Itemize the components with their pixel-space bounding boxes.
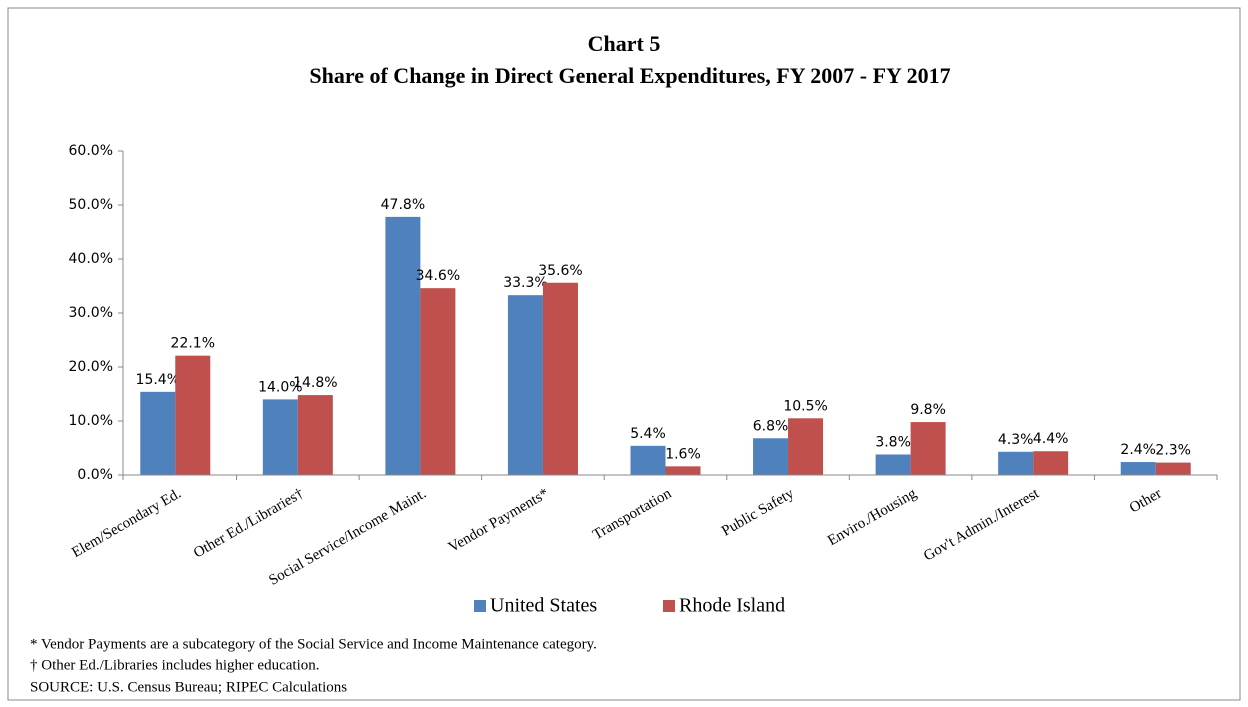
bar xyxy=(875,454,911,475)
chart-border xyxy=(7,7,1241,701)
bar xyxy=(910,422,946,475)
bar xyxy=(1120,462,1156,475)
data-label: 34.6% xyxy=(416,268,460,284)
chart-subtitle: Share of Change in Direct General Expend… xyxy=(309,63,950,88)
data-label: 14.8% xyxy=(293,375,337,391)
data-label: 10.5% xyxy=(783,398,827,414)
bar xyxy=(542,282,578,475)
bar xyxy=(1033,451,1069,475)
bar xyxy=(297,395,333,475)
y-tick-label: 40.0% xyxy=(69,251,113,267)
data-label: 6.8% xyxy=(753,418,789,434)
bar xyxy=(140,391,176,475)
bar xyxy=(262,399,298,475)
bar xyxy=(788,418,824,475)
legend-label: United States xyxy=(490,595,597,617)
legend-swatch xyxy=(474,600,486,612)
bar xyxy=(507,295,543,475)
bar xyxy=(1155,462,1191,475)
y-tick-label: 50.0% xyxy=(69,197,113,213)
data-label: 9.8% xyxy=(910,402,946,418)
data-label: 2.3% xyxy=(1155,443,1191,459)
data-label: 1.6% xyxy=(665,446,701,462)
data-label: 4.3% xyxy=(998,432,1034,448)
data-label: 5.4% xyxy=(630,426,666,442)
footnote: * Vendor Payments are a subcategory of t… xyxy=(30,636,597,652)
chart-title: Chart 5 xyxy=(588,31,661,56)
y-tick-label: 10.0% xyxy=(69,413,113,429)
data-label: 2.4% xyxy=(1120,442,1156,458)
data-label: 47.8% xyxy=(381,197,425,213)
y-tick-label: 0.0% xyxy=(77,467,113,483)
data-label: 15.4% xyxy=(136,372,180,388)
bar xyxy=(665,466,701,475)
data-label: 33.3% xyxy=(503,275,547,291)
data-label: 4.4% xyxy=(1033,431,1069,447)
bar xyxy=(175,355,211,475)
bar xyxy=(630,445,666,475)
footnote: SOURCE: U.S. Census Bureau; RIPEC Calcul… xyxy=(30,679,347,695)
bar xyxy=(998,451,1034,475)
data-label: 22.1% xyxy=(171,336,215,352)
data-label: 35.6% xyxy=(538,263,582,279)
legend-label: Rhode Island xyxy=(679,595,785,617)
legend-swatch xyxy=(663,600,675,612)
y-tick-label: 20.0% xyxy=(69,359,113,375)
y-tick-label: 30.0% xyxy=(69,305,113,321)
footnote: † Other Ed./Libraries includes higher ed… xyxy=(30,657,320,673)
bar xyxy=(753,438,789,475)
data-label: 14.0% xyxy=(258,379,302,395)
data-label: 3.8% xyxy=(875,434,911,450)
y-tick-label: 60.0% xyxy=(69,143,113,159)
bar xyxy=(385,216,421,475)
bar xyxy=(420,288,456,475)
